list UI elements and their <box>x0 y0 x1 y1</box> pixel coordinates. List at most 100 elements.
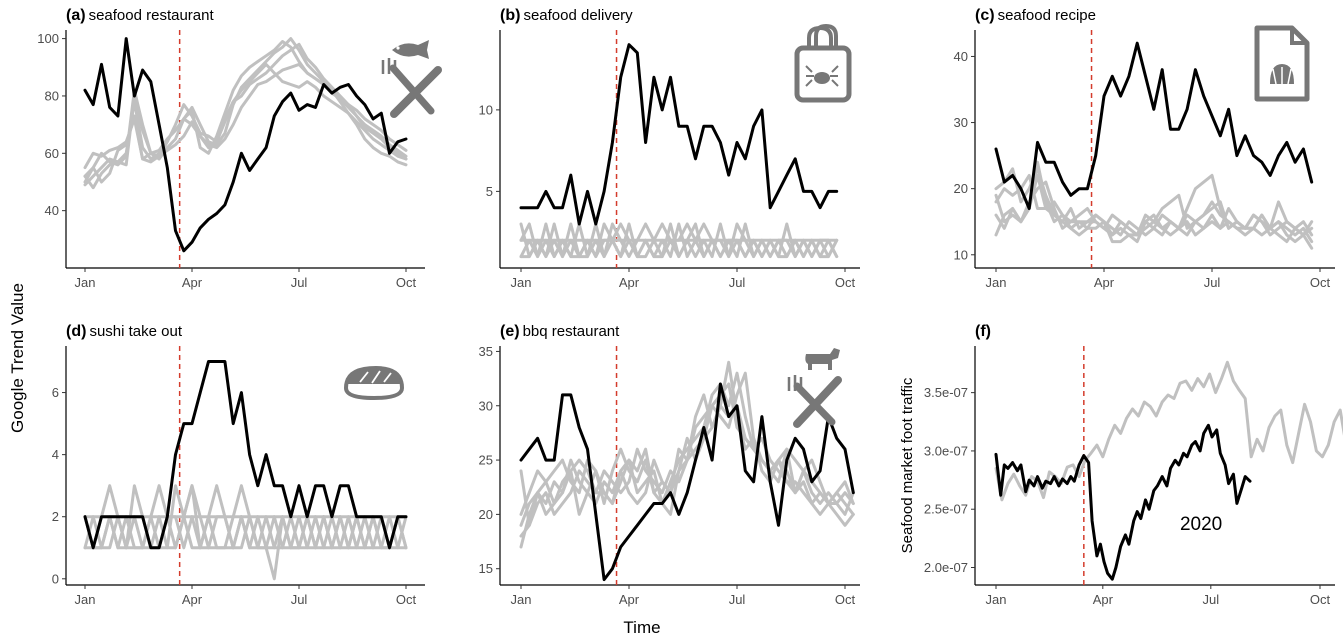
cow-shape <box>805 348 840 370</box>
panel-b: 5 10 Jan Apr Jul Oct (b) seafood delivery <box>479 7 860 290</box>
y-tick-label: 60 <box>45 146 59 161</box>
background-series-line <box>83 484 408 550</box>
panel-letter: (e) <box>500 323 520 340</box>
x-tick-label: Oct <box>835 592 856 607</box>
x-axis-title: Time <box>623 618 660 637</box>
panel-f: 2.0e-07 2.5e-07 3.0e-07 3.5e-07 Jan Apr Jul Oct… <box>899 323 1343 607</box>
fork-tines <box>787 375 803 391</box>
panel-title: (f) <box>975 323 991 340</box>
panel-d: 0 2 4 6 Jan Apr Jul Oct (d) sushi take out <box>52 323 425 607</box>
crab-legs <box>805 65 839 87</box>
panel-title-text: bbq restaurant <box>523 323 621 340</box>
background-series-line <box>83 62 408 170</box>
x-tick-label: Apr <box>182 592 203 607</box>
y-tick-label: 2.0e-07 <box>924 560 968 575</box>
background-series-line <box>83 484 408 581</box>
highlight-series-line <box>83 360 408 550</box>
y-tick-label: 100 <box>37 31 59 46</box>
background-series-line <box>519 382 855 538</box>
fork-tines <box>381 58 397 74</box>
fork-handle <box>389 64 435 115</box>
panel-letter: (d) <box>66 323 86 340</box>
panel-title-text: seafood recipe <box>998 7 1096 24</box>
x-tick-label: Jul <box>291 275 308 290</box>
shopping-bag-crab-icon <box>794 23 852 103</box>
knife-blade <box>390 66 442 118</box>
panel-c: 10 20 30 40 Jan Apr Jul Oct (c) seafood recipe <box>954 7 1335 290</box>
series-label-2020: 2020 <box>1180 514 1222 535</box>
y-tick-label: 35 <box>479 344 493 359</box>
document-outline <box>1254 25 1310 102</box>
x-tick-label: Jan <box>511 592 532 607</box>
y-tick-label: 10 <box>479 102 493 117</box>
highlight-series-line <box>519 382 855 582</box>
bag-body <box>794 45 852 103</box>
x-tick-label: Oct <box>1310 275 1331 290</box>
y-tick-label: 5 <box>486 184 493 199</box>
y-tick-label: 0 <box>52 571 59 586</box>
x-tick-label: Jul <box>1204 275 1221 290</box>
panel-title-text: sushi take out <box>89 323 182 340</box>
y-tick-label: 20 <box>954 181 968 196</box>
background-series-line <box>519 222 839 259</box>
panel-letter: (b) <box>500 7 520 24</box>
panel-letter: (c) <box>975 7 995 24</box>
x-tick-label: Apr <box>1093 592 1114 607</box>
panel-title: (b) seafood delivery <box>500 7 633 24</box>
panel-title: (c) seafood recipe <box>975 7 1096 24</box>
x-tick-label: Apr <box>619 275 640 290</box>
x-tick-label: Jan <box>75 275 96 290</box>
x-tick-label: Apr <box>1094 275 1115 290</box>
bag-handle-1 <box>807 25 833 48</box>
document-shell-icon <box>1254 25 1310 102</box>
x-tick-label: Oct <box>396 592 417 607</box>
x-tick-label: Jan <box>986 275 1007 290</box>
y-tick-label: 4 <box>52 447 59 462</box>
sushi-icon <box>343 365 405 401</box>
y-tick-label: 2 <box>52 509 59 524</box>
panel-letter: (a) <box>66 7 86 24</box>
highlight-series-line <box>83 37 408 253</box>
y-tick-label: 80 <box>45 88 59 103</box>
x-tick-label: Jan <box>511 275 532 290</box>
y-tick-label: 10 <box>954 247 968 262</box>
x-tick-label: Jul <box>291 592 308 607</box>
fish-shape <box>392 40 429 59</box>
shell-ridges <box>1272 67 1292 85</box>
series-line-2019 <box>994 360 1343 502</box>
cow-fork-knife-icon <box>787 348 842 428</box>
y-tick-label: 40 <box>954 49 968 64</box>
y-tick-label: 30 <box>479 398 493 413</box>
x-tick-label: Jan <box>75 592 96 607</box>
background-series-line <box>519 222 839 259</box>
y-tick-label: 40 <box>45 203 59 218</box>
series-line-2020 <box>994 423 1252 581</box>
x-tick-label: Apr <box>182 275 203 290</box>
y-tick-label: 20 <box>479 507 493 522</box>
panel-letter: (f) <box>975 323 991 340</box>
x-tick-label: Oct <box>835 275 856 290</box>
y-tick-label: 6 <box>52 385 59 400</box>
x-tick-label: Jul <box>729 592 746 607</box>
y-axis-title: Google Trend Value <box>8 283 27 433</box>
y-tick-label: 25 <box>479 453 493 468</box>
highlight-series-line <box>519 43 839 226</box>
y-axis-label: Seafood market foot traffic <box>899 377 916 553</box>
fish-fork-knife-icon <box>381 40 442 118</box>
panel-title: (d) sushi take out <box>66 323 183 340</box>
sushi-rice <box>343 365 405 401</box>
x-tick-label: Jan <box>986 592 1007 607</box>
y-tick-label: 3.5e-07 <box>924 385 968 400</box>
sushi-stripes <box>359 370 392 384</box>
x-tick-label: Oct <box>1310 592 1331 607</box>
panel-title-text: seafood restaurant <box>89 7 215 24</box>
y-tick-label: 30 <box>954 115 968 130</box>
panel-title: (e) bbq restaurant <box>500 323 620 340</box>
panel-title-text: seafood delivery <box>523 7 633 24</box>
panel-a: 40 60 80 100 Jan Apr Jul Oct (a) seafood restaura… <box>37 7 442 290</box>
document-fold <box>1290 28 1307 45</box>
bag-handle-2 <box>814 23 838 48</box>
crab-body <box>814 72 830 84</box>
